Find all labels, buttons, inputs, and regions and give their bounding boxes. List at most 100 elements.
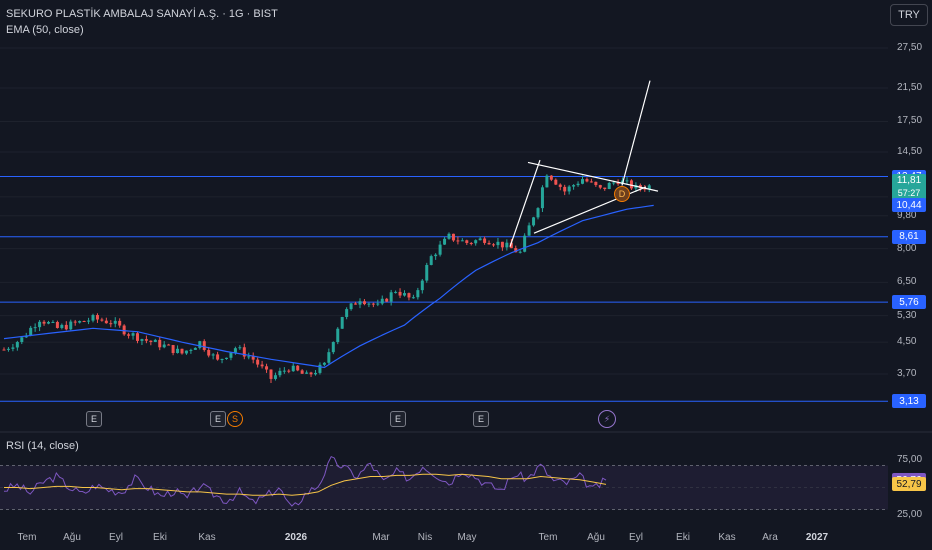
candle-body	[532, 217, 536, 226]
candle-body	[300, 370, 304, 374]
candle-body	[474, 240, 478, 244]
candle-body	[167, 344, 171, 346]
time-axis-tick: 2026	[284, 532, 308, 543]
trend-line[interactable]	[527, 161, 659, 192]
currency-button[interactable]: TRY	[890, 4, 928, 26]
candle-body	[563, 186, 567, 192]
last-price-badge: 11,81 57:27	[892, 174, 926, 201]
time-axis-tick: Eyl	[109, 532, 123, 543]
candle-body	[371, 303, 375, 305]
candle-body	[549, 175, 553, 180]
candle-body	[109, 323, 113, 325]
candle-body	[354, 303, 358, 305]
candle-body	[527, 225, 531, 236]
candle-body	[589, 181, 593, 183]
candle-body	[113, 320, 117, 324]
earnings-event-icon[interactable]: E	[210, 411, 226, 427]
candle-body	[500, 241, 504, 248]
candle-body	[554, 179, 558, 185]
candle-body	[460, 240, 464, 242]
candle-body	[492, 244, 495, 246]
candle-body	[447, 233, 451, 239]
candle-body	[207, 349, 211, 356]
level-price-badge: 3,13	[892, 394, 926, 409]
candle-body	[647, 185, 651, 190]
candle-body	[6, 348, 10, 350]
time-axis-tick: Kas	[198, 532, 216, 543]
candle-body	[318, 364, 322, 373]
candle-body	[376, 303, 380, 305]
trend-line[interactable]	[509, 159, 541, 247]
candle-body	[327, 352, 331, 363]
candle-body	[540, 187, 544, 209]
candle-body	[451, 233, 455, 241]
price-axis-tick: 8,00	[897, 242, 917, 254]
candle-body	[247, 356, 251, 358]
candle-body	[55, 321, 59, 328]
dividend-marker-icon[interactable]: D	[614, 186, 630, 202]
rsi-indicator-label[interactable]: RSI (14, close)	[6, 440, 79, 452]
candle-body	[411, 297, 415, 299]
candle-body	[420, 280, 424, 291]
candle-body	[282, 370, 286, 372]
candle-body	[487, 242, 491, 245]
candle-body	[69, 321, 73, 330]
candle-body	[612, 182, 616, 184]
candle-body	[349, 303, 353, 310]
candle-body	[131, 333, 135, 336]
candle-body	[380, 298, 384, 304]
candle-body	[251, 356, 255, 360]
lightning-event-icon[interactable]: ⚡	[598, 410, 616, 428]
candle-body	[29, 327, 33, 336]
time-axis-tick: May	[457, 532, 477, 543]
time-axis-tick: Eki	[153, 532, 167, 543]
rsi-axis-tick: 75,00	[897, 454, 923, 465]
candle-body	[443, 238, 447, 245]
rsi-axis-tick: 25,00	[897, 509, 923, 520]
candle-body	[643, 188, 647, 190]
candle-body	[314, 372, 317, 375]
split-event-icon[interactable]: S	[227, 411, 243, 427]
candle-body	[345, 309, 349, 317]
candle-body	[51, 321, 55, 323]
candle-body	[136, 333, 139, 341]
price-axis-tick: 4,50	[897, 336, 917, 348]
candle-body	[403, 293, 406, 296]
earnings-event-icon[interactable]: E	[390, 411, 406, 427]
price-axis-tick: 14,50	[897, 146, 923, 158]
level-price-badge: 5,76	[892, 295, 926, 310]
candle-body	[229, 352, 233, 358]
candle-body	[438, 244, 442, 255]
candle-body	[158, 339, 162, 348]
candle-body	[82, 321, 86, 323]
price-axis-tick: 6,50	[897, 276, 917, 288]
rsi-value-badge: 52,79	[892, 477, 926, 492]
earnings-event-icon[interactable]: E	[473, 411, 489, 427]
candle-body	[233, 348, 237, 353]
price-axis-tick: 9,80	[897, 209, 917, 221]
candle-body	[238, 347, 242, 349]
candle-body	[407, 293, 411, 298]
symbol-title[interactable]: SEKURO PLASTİK AMBALAJ SANAYİ A.Ş. · 1G …	[6, 8, 278, 20]
candle-body	[545, 175, 549, 188]
candle-body	[162, 344, 166, 348]
candle-body	[15, 342, 19, 348]
candle-body	[358, 301, 362, 305]
earnings-event-icon[interactable]: E	[86, 411, 102, 427]
time-axis-tick: Mar	[372, 532, 390, 543]
candle-body	[581, 179, 584, 184]
candle-body	[269, 369, 273, 379]
last-price-value: 11,81	[896, 175, 922, 187]
ema-indicator-label[interactable]: EMA (50, close)	[6, 24, 84, 36]
candle-body	[11, 347, 15, 349]
candle-body	[60, 324, 64, 328]
candle-body	[394, 291, 398, 293]
rsi-ma-line	[4, 473, 607, 496]
candle-body	[367, 303, 371, 305]
candle-body	[193, 347, 197, 350]
candle-body	[91, 315, 95, 321]
target-projection-line[interactable]	[621, 80, 651, 186]
candle-body	[87, 320, 91, 322]
candle-body	[273, 375, 277, 379]
